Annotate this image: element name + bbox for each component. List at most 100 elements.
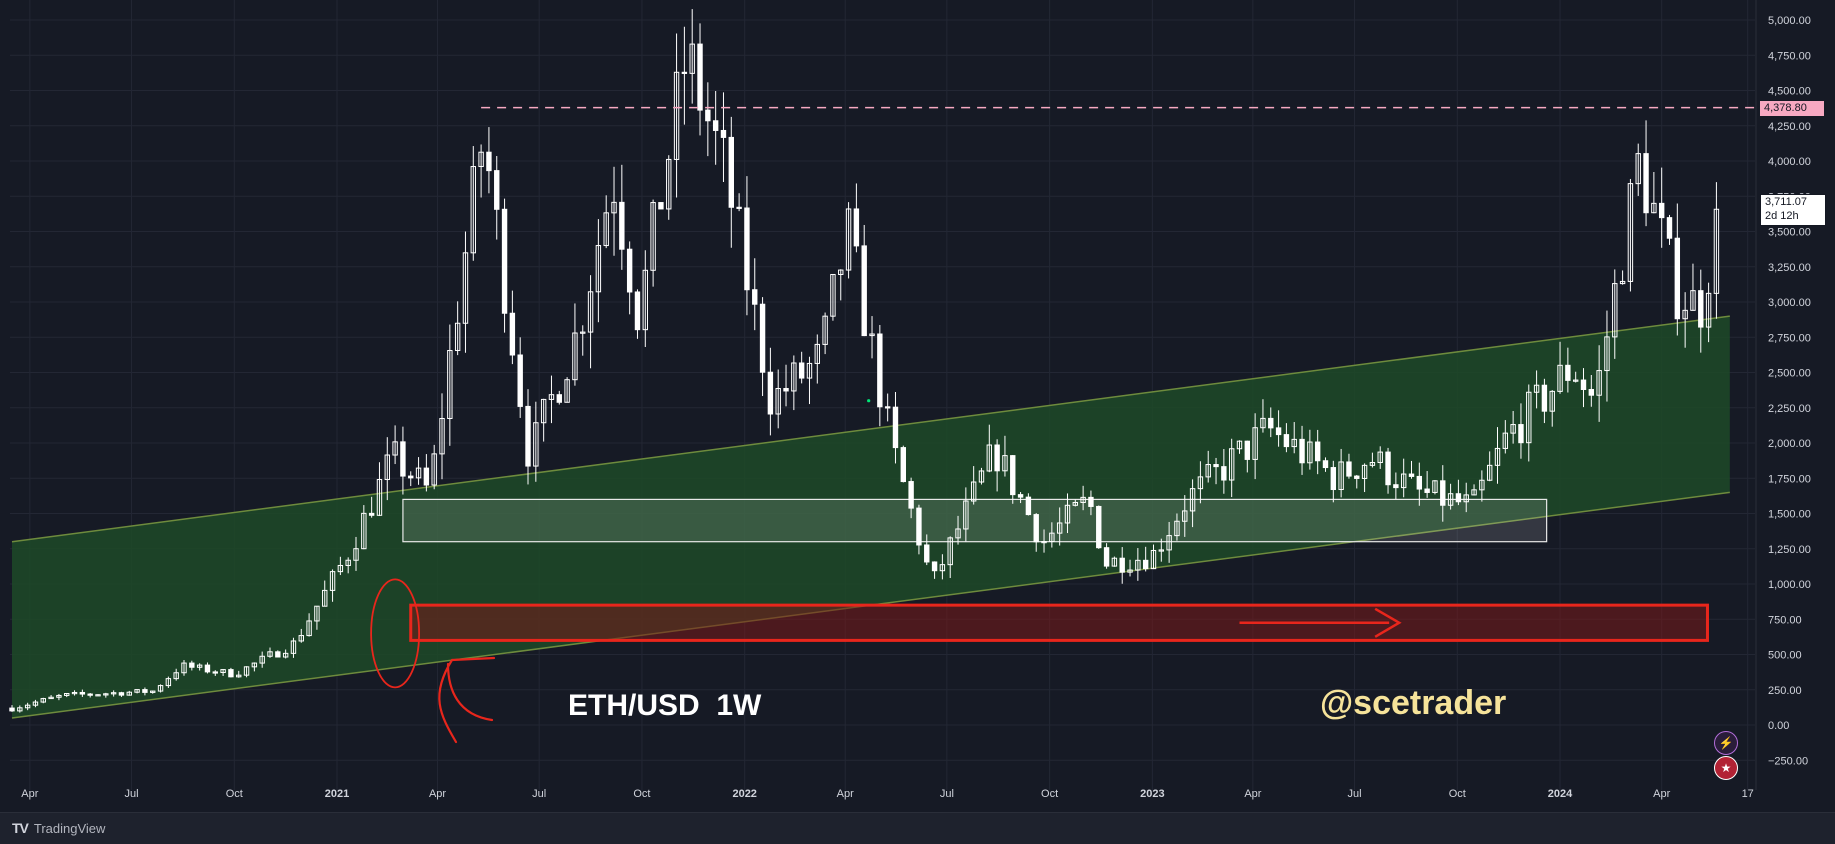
y-tick-label: 2,000.00 (1768, 438, 1811, 450)
y-tick-label: 500.00 (1768, 650, 1802, 662)
candle-body (1408, 473, 1415, 477)
candle-body (939, 564, 946, 572)
candle-body (126, 691, 132, 696)
candle-body (759, 303, 766, 373)
candle-body (1572, 379, 1579, 382)
candle-body (142, 689, 148, 693)
candle-body (955, 528, 961, 539)
candle-body (322, 589, 328, 607)
candle-body (1244, 440, 1251, 460)
candle-body (1103, 547, 1110, 567)
candle-body (1526, 391, 1532, 444)
candle-body (1213, 464, 1219, 468)
y-tick-label: 3,000.00 (1768, 297, 1811, 309)
candle-body (392, 441, 398, 456)
candle-body (118, 692, 125, 696)
candle-body (1580, 379, 1587, 391)
candle-body (986, 444, 993, 472)
candle-body (204, 664, 211, 673)
candle-body (1369, 462, 1376, 466)
y-tick-label: 2,750.00 (1768, 332, 1811, 344)
candle-body (728, 136, 734, 208)
x-tick-label: Apr (1244, 788, 1261, 800)
candle-body (1471, 489, 1477, 496)
candle-body (1400, 473, 1407, 489)
price-chart[interactable]: 5,000.00 4,750.00 4,500.00 4,250.00 4,000.00… (0, 0, 1835, 812)
x-tick-label: Jul (1348, 788, 1362, 800)
candle-body (869, 333, 875, 337)
candle-body (56, 694, 62, 698)
candle-body (1182, 510, 1188, 522)
candle-body (1346, 461, 1352, 477)
candle-body (384, 454, 390, 481)
candle-body (525, 405, 531, 467)
candle-body (181, 662, 187, 674)
annotation-right-arrow-head (1374, 607, 1402, 638)
candle-body (228, 669, 234, 678)
x-tick-label: Jul (124, 788, 138, 800)
candle-body (1361, 464, 1368, 479)
us-flag-icon[interactable]: ★ (1714, 756, 1738, 780)
candle-body (1260, 417, 1266, 429)
candle-body (1166, 535, 1172, 551)
candle-body (1698, 290, 1704, 328)
candle-body (1111, 557, 1118, 567)
y-tick-label: 4,750.00 (1768, 50, 1811, 62)
time-axis: Apr Jul Oct 2021 Apr Jul Oct 2022 Apr Jul Oct 2023 A… (21, 788, 1754, 800)
y-tick-label: 3,250.00 (1768, 262, 1811, 274)
candle-body (1017, 494, 1024, 498)
y-tick-label: 5,000.00 (1768, 15, 1811, 27)
candle-body (1533, 384, 1540, 393)
candle-body (376, 479, 383, 516)
drawn-annotations (370, 578, 1402, 744)
candle-body (775, 388, 781, 415)
x-tick-label: Oct (1041, 788, 1058, 800)
candle-body (978, 470, 985, 483)
candle-body (1072, 501, 1079, 506)
tradingview-logo[interactable]: TV TradingView (12, 820, 105, 836)
x-tick-label: Jul (532, 788, 546, 800)
candle-body (40, 698, 46, 703)
candle-body (290, 640, 297, 654)
candle-body (1135, 559, 1141, 571)
x-tick-label: 17 (1742, 788, 1754, 800)
x-tick-label: Oct (1449, 788, 1466, 800)
candle-body (24, 704, 31, 709)
candle-body (337, 564, 344, 573)
candle-body (470, 166, 476, 254)
candle-body (712, 120, 719, 131)
candle-body (1619, 280, 1626, 285)
candle-body (103, 693, 109, 696)
candle-body (783, 388, 789, 392)
candlestick-series (9, 9, 1720, 713)
lightning-icon[interactable]: ⚡ (1714, 731, 1738, 755)
candle-body (110, 692, 117, 695)
candle-body (1041, 541, 1047, 544)
marker-dot (867, 399, 871, 403)
candle-body (556, 394, 562, 403)
current-price-value: 3,711.07 (1765, 196, 1808, 208)
candle-body (1494, 447, 1501, 466)
candle-body (1604, 336, 1610, 372)
candle-body (1658, 202, 1665, 219)
x-tick-label: Oct (633, 788, 650, 800)
candle-body (1393, 484, 1399, 489)
candle-body (1424, 488, 1430, 493)
candle-body (1221, 466, 1227, 481)
candle-body (963, 500, 969, 530)
y-tick-label: 1,250.00 (1768, 544, 1811, 556)
candle-body (994, 444, 1000, 472)
x-tick-label: 2022 (732, 788, 756, 800)
candle-body (642, 269, 648, 331)
candle-body (1682, 309, 1688, 320)
candle-body (611, 201, 617, 214)
candle-body (251, 662, 258, 668)
y-tick-label: 250.00 (1768, 685, 1802, 697)
candle-body (48, 696, 54, 700)
candle-body (1002, 455, 1008, 472)
candle-body (282, 652, 289, 658)
candle-body (1385, 451, 1391, 486)
candle-body (165, 678, 172, 687)
candle-body (1205, 464, 1211, 478)
candle-body (1455, 493, 1462, 503)
